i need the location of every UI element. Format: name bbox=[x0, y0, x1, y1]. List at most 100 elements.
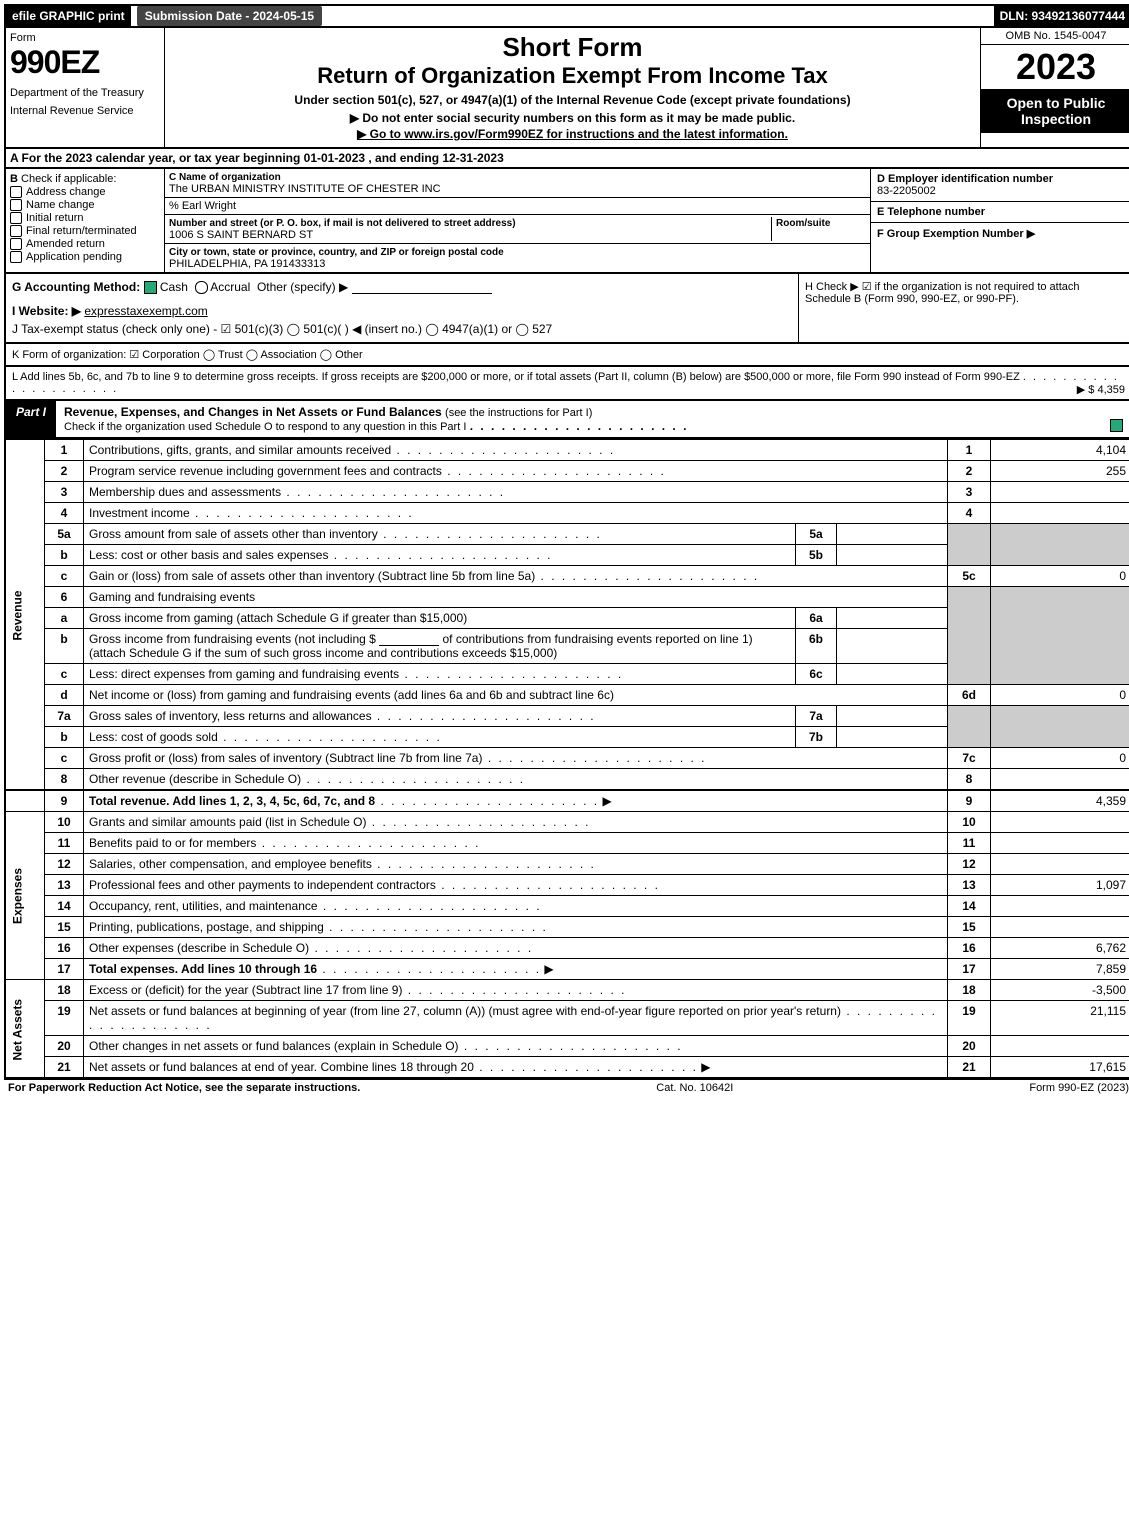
line19-value: 21,115 bbox=[991, 1001, 1129, 1036]
table-row: d Net income or (loss) from gaming and f… bbox=[5, 685, 1129, 706]
page-footer: For Paperwork Reduction Act Notice, see … bbox=[4, 1079, 1129, 1096]
city-label: City or town, state or province, country… bbox=[169, 247, 504, 258]
row-l: L Add lines 5b, 6c, and 7b to line 9 to … bbox=[4, 367, 1129, 401]
checkbox-address-change[interactable] bbox=[10, 186, 22, 198]
goto-link[interactable]: ▶ Go to www.irs.gov/Form990EZ for instru… bbox=[173, 127, 972, 141]
table-row: 21 Net assets or fund balances at end of… bbox=[5, 1057, 1129, 1079]
b-item: Initial return bbox=[26, 212, 83, 224]
section-bcd: B Check if applicable: Address change Na… bbox=[4, 169, 1129, 274]
checkbox-amended-return[interactable] bbox=[10, 238, 22, 250]
table-row: 4 Investment income 4 bbox=[5, 503, 1129, 524]
table-row: c Gross profit or (loss) from sales of i… bbox=[5, 748, 1129, 769]
dln-label: DLN: 93492136077444 bbox=[994, 6, 1129, 26]
line2-value: 255 bbox=[991, 461, 1129, 482]
c-name-label: C Name of organization bbox=[169, 172, 281, 183]
b-item: Address change bbox=[26, 186, 106, 198]
checkbox-accrual[interactable] bbox=[195, 281, 208, 294]
table-row: 16 Other expenses (describe in Schedule … bbox=[5, 938, 1129, 959]
submission-date: Submission Date - 2024-05-15 bbox=[137, 6, 322, 26]
tax-year: 2023 bbox=[981, 45, 1129, 89]
checkbox-final-return[interactable] bbox=[10, 225, 22, 237]
checkbox-initial-return[interactable] bbox=[10, 212, 22, 224]
table-row: 5a Gross amount from sale of assets othe… bbox=[5, 524, 1129, 545]
section-g: G Accounting Method: Cash Accrual Other … bbox=[6, 274, 798, 342]
street-value: 1006 S SAINT BERNARD ST bbox=[169, 229, 313, 241]
phone-label: E Telephone number bbox=[877, 206, 985, 218]
top-bar: efile GRAPHIC print Submission Date - 20… bbox=[4, 4, 1129, 28]
table-row: 3 Membership dues and assessments 3 bbox=[5, 482, 1129, 503]
dept-label: Department of the Treasury bbox=[10, 87, 160, 99]
table-row: 8 Other revenue (describe in Schedule O)… bbox=[5, 769, 1129, 791]
table-row: Expenses 10 Grants and similar amounts p… bbox=[5, 812, 1129, 833]
checkbox-schedule-o[interactable] bbox=[1110, 419, 1123, 432]
table-row: 15 Printing, publications, postage, and … bbox=[5, 917, 1129, 938]
part1-check-o: Check if the organization used Schedule … bbox=[64, 421, 466, 433]
org-name: The URBAN MINISTRY INSTITUTE OF CHESTER … bbox=[169, 183, 441, 195]
line6d-value: 0 bbox=[991, 685, 1129, 706]
row-k: K Form of organization: ☑ Corporation ◯ … bbox=[4, 344, 1129, 367]
g-label: G Accounting Method: bbox=[12, 280, 140, 294]
section-c: C Name of organization The URBAN MINISTR… bbox=[165, 169, 870, 272]
line21-value: 17,615 bbox=[991, 1057, 1129, 1079]
room-label: Room/suite bbox=[776, 218, 830, 229]
section-h: H Check ▶ ☑ if the organization is not r… bbox=[798, 274, 1129, 342]
part1-title: Revenue, Expenses, and Changes in Net As… bbox=[56, 401, 1129, 437]
table-row: 7a Gross sales of inventory, less return… bbox=[5, 706, 1129, 727]
table-row: 20 Other changes in net assets or fund b… bbox=[5, 1036, 1129, 1057]
footer-right: Form 990-EZ (2023) bbox=[1029, 1082, 1129, 1094]
line18-value: -3,500 bbox=[991, 980, 1129, 1001]
other-specify-input[interactable] bbox=[352, 281, 492, 294]
city-value: PHILADELPHIA, PA 191433313 bbox=[169, 258, 325, 270]
line16-value: 6,762 bbox=[991, 938, 1129, 959]
table-row: 14 Occupancy, rent, utilities, and maint… bbox=[5, 896, 1129, 917]
header-center: Short Form Return of Organization Exempt… bbox=[165, 28, 980, 147]
revenue-group-label: Revenue bbox=[5, 440, 45, 791]
checkbox-name-change[interactable] bbox=[10, 199, 22, 211]
line1-value: 4,104 bbox=[991, 440, 1129, 461]
group-exemption-label: F Group Exemption Number ▶ bbox=[877, 228, 1035, 240]
line17-value: 7,859 bbox=[991, 959, 1129, 980]
l-text: L Add lines 5b, 6c, and 7b to line 9 to … bbox=[12, 371, 1020, 383]
i-label: I Website: ▶ bbox=[12, 304, 81, 318]
b-label: B bbox=[10, 173, 18, 185]
table-row: Net Assets 18 Excess or (deficit) for th… bbox=[5, 980, 1129, 1001]
website-value[interactable]: expresstaxexempt.com bbox=[84, 304, 207, 318]
ein-label: D Employer identification number bbox=[877, 173, 1053, 185]
street-label: Number and street (or P. O. box, if mail… bbox=[169, 218, 516, 229]
footer-left: For Paperwork Reduction Act Notice, see … bbox=[8, 1082, 360, 1094]
form-header: Form 990EZ Department of the Treasury In… bbox=[4, 28, 1129, 149]
checkbox-cash[interactable] bbox=[144, 281, 157, 294]
no-ssn-note: ▶ Do not enter social security numbers o… bbox=[173, 111, 972, 125]
row-gh: G Accounting Method: Cash Accrual Other … bbox=[4, 274, 1129, 344]
header-left: Form 990EZ Department of the Treasury In… bbox=[6, 28, 165, 147]
expenses-group-label: Expenses bbox=[5, 812, 45, 980]
short-form-title: Short Form bbox=[173, 32, 972, 63]
g-cash: Cash bbox=[160, 280, 188, 294]
section-b: B Check if applicable: Address change Na… bbox=[6, 169, 165, 272]
checkbox-application-pending[interactable] bbox=[10, 251, 22, 263]
table-row: 2 Program service revenue including gove… bbox=[5, 461, 1129, 482]
table-row: Revenue 1 Contributions, gifts, grants, … bbox=[5, 440, 1129, 461]
row-j: J Tax-exempt status (check only one) - ☑… bbox=[12, 322, 792, 336]
b-item: Final return/terminated bbox=[26, 225, 137, 237]
form-word: Form bbox=[10, 32, 160, 44]
part1-tag: Part I bbox=[6, 401, 56, 437]
omb-number: OMB No. 1545-0047 bbox=[981, 28, 1129, 45]
l-amount: ▶ $ 4,359 bbox=[1077, 383, 1125, 396]
open-to-public: Open to Public Inspection bbox=[981, 89, 1129, 133]
netassets-group-label: Net Assets bbox=[5, 980, 45, 1079]
part1-header: Part I Revenue, Expenses, and Changes in… bbox=[4, 401, 1129, 439]
g-other: Other (specify) ▶ bbox=[257, 280, 348, 294]
table-row: 6 Gaming and fundraising events bbox=[5, 587, 1129, 608]
line13-value: 1,097 bbox=[991, 875, 1129, 896]
table-row: 17 Total expenses. Add lines 10 through … bbox=[5, 959, 1129, 980]
part1-table: Revenue 1 Contributions, gifts, grants, … bbox=[4, 439, 1129, 1079]
table-row: 11 Benefits paid to or for members 11 bbox=[5, 833, 1129, 854]
6b-contrib-input[interactable] bbox=[379, 633, 439, 646]
table-row: 12 Salaries, other compensation, and emp… bbox=[5, 854, 1129, 875]
care-of: % Earl Wright bbox=[169, 200, 236, 212]
line9-value: 4,359 bbox=[991, 790, 1129, 812]
b-item: Application pending bbox=[26, 251, 122, 263]
efile-label[interactable]: efile GRAPHIC print bbox=[6, 6, 131, 26]
b-check-if: Check if applicable: bbox=[21, 173, 116, 185]
